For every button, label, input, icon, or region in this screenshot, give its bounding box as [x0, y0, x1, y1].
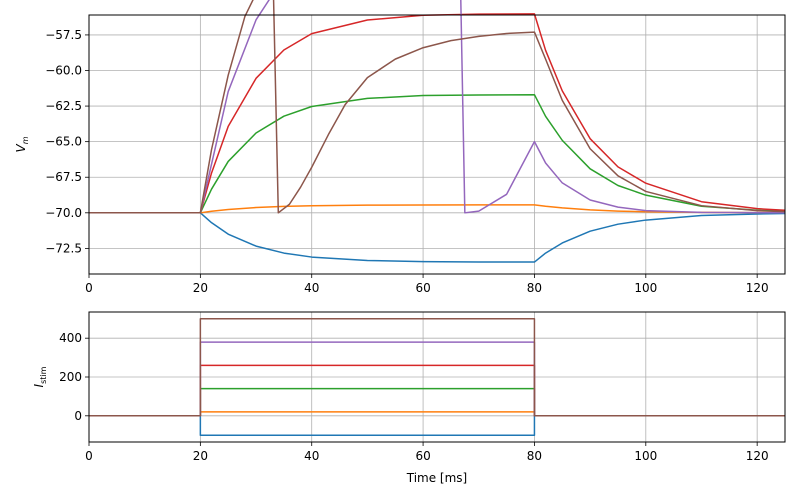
istim-series	[89, 318, 785, 436]
vm-ytick-label: −65.0	[45, 135, 82, 149]
istim-xtick-label: 60	[415, 449, 430, 463]
vm-ytick-label: −62.5	[45, 99, 82, 113]
istim-grid	[88, 312, 785, 442]
vm-axes-frame	[88, 14, 786, 275]
vm-xtick-label: 80	[527, 281, 542, 295]
istim-series-line-6	[89, 318, 785, 417]
vm-xtick-label: 60	[415, 281, 430, 295]
istim-xtick-label: 80	[527, 449, 542, 463]
vm-ytick-label: −72.5	[45, 241, 82, 255]
membrane-potential-panel: 0 20 40 60 80 100 120 −72.5 −70.0 −67.5 −65.0 −62.5…	[14, 0, 786, 295]
vm-xtick-label: 120	[746, 281, 769, 295]
vm-series-line-5	[89, 0, 786, 214]
vm-series-line-1	[89, 212, 786, 263]
vm-series-line-2	[89, 204, 785, 214]
time-xlabel: Time [ms]	[406, 471, 468, 485]
vm-grid	[88, 15, 785, 274]
istim-axes-frame	[88, 311, 786, 443]
istim-xtick-label: 20	[193, 449, 208, 463]
vm-xtick-label: 20	[193, 281, 208, 295]
vm-ylabel: Vm	[14, 136, 30, 152]
istim-series-line-4	[89, 364, 785, 417]
istim-ylabel-main: I	[32, 383, 46, 387]
istim-ylabel: Istim	[32, 366, 48, 387]
istim-ticks: 0 20 40 60 80 100 120 0 200 400	[59, 331, 769, 463]
vm-series	[89, 0, 786, 263]
istim-series-line-1	[89, 415, 785, 436]
vm-ytick-label: −57.5	[45, 28, 82, 42]
istim-xtick-label: 0	[85, 449, 93, 463]
istim-xtick-label: 40	[304, 449, 319, 463]
stimulus-current-panel: 0 20 40 60 80 100 120 0 200 400 Istim Time [ms]	[32, 311, 786, 485]
istim-ytick-label: 0	[74, 409, 82, 423]
vm-ytick-label: −70.0	[45, 206, 82, 220]
vm-ytick-label: −60.0	[45, 64, 82, 78]
istim-ytick-label: 400	[59, 331, 82, 345]
vm-series-line-4	[89, 13, 786, 214]
vm-ylabel-sub: m	[21, 136, 30, 144]
vm-series-line-3	[89, 93, 786, 214]
vm-xtick-label: 100	[634, 281, 657, 295]
vm-series-line-6	[89, 0, 786, 214]
istim-xtick-label: 120	[746, 449, 769, 463]
vm-xtick-label: 0	[85, 281, 93, 295]
istim-series-line-5	[89, 341, 785, 417]
vm-xtick-label: 40	[304, 281, 319, 295]
vm-ticks: 0 20 40 60 80 100 120 −72.5 −70.0 −67.5 −65.0 −62.5…	[45, 28, 768, 295]
vm-ylabel-main: V	[14, 144, 28, 153]
vm-ytick-label: −67.5	[45, 170, 82, 184]
istim-xtick-label: 100	[634, 449, 657, 463]
istim-ytick-label: 200	[59, 370, 82, 384]
istim-ylabel-sub: stim	[39, 366, 48, 384]
